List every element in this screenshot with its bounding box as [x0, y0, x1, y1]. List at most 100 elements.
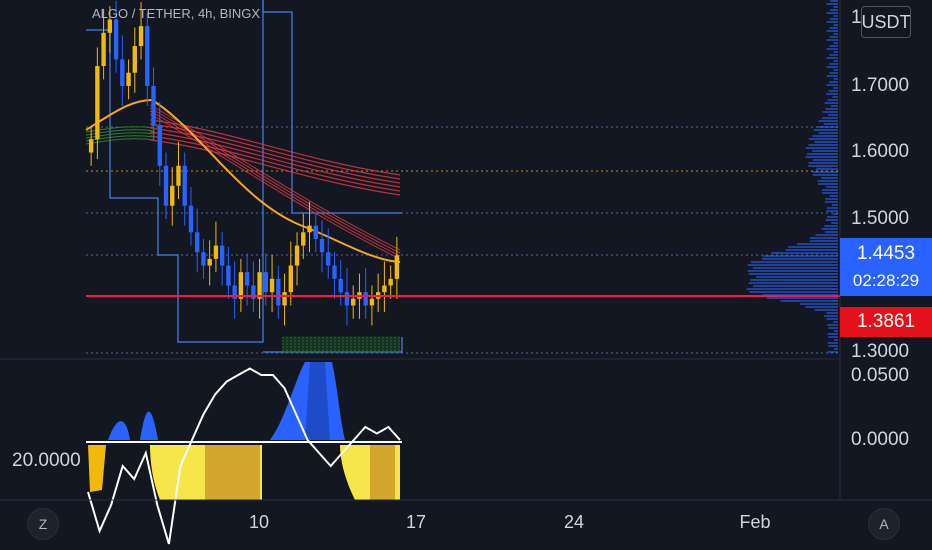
volume-profile-bar — [825, 231, 838, 233]
ribbon-line-green — [85, 132, 156, 139]
volume-profile-bar — [830, 105, 838, 107]
volume-profile-bar — [829, 195, 838, 197]
last-price-tag: 1.4453 02:28:29 — [840, 238, 932, 296]
candle-body — [145, 26, 150, 86]
volume-profile-bar — [832, 213, 838, 215]
volume-profile-bar — [830, 0, 838, 2]
volume-profile-bar — [829, 36, 838, 38]
volume-profile-bar — [808, 162, 838, 164]
volume-profile-bar — [814, 309, 838, 311]
volume-profile-bar — [752, 267, 838, 269]
volume-profile-bar — [833, 69, 838, 71]
volume-profile-bar — [828, 114, 838, 116]
time-tick-1: 10 — [248, 512, 270, 532]
candle-body — [95, 66, 100, 140]
volume-profile-bar — [833, 60, 838, 62]
ribbon-line — [149, 110, 401, 257]
volume-profile-bar — [821, 177, 838, 179]
ribbon-line — [149, 127, 401, 184]
price-tick-3: 1.5000 — [851, 208, 910, 229]
volume-profile-bar — [766, 297, 838, 299]
line-price: 1.3861 — [856, 311, 916, 332]
volume-profile-bar — [746, 288, 838, 290]
volume-profile-bar — [827, 99, 838, 101]
volume-profile-bar — [812, 174, 838, 176]
candle-body — [101, 32, 106, 67]
candle-body — [132, 46, 137, 73]
volume-profile-bar — [771, 252, 838, 254]
candle-body — [363, 292, 368, 306]
volume-profile-bar — [750, 261, 838, 263]
volume-profile-bar — [826, 318, 838, 320]
volume-profile-bar — [747, 264, 838, 266]
volume-profile-bar — [824, 201, 838, 203]
auto-scale-button[interactable]: A — [868, 508, 900, 540]
candle-body — [213, 245, 219, 259]
candle-body — [107, 19, 113, 33]
volume-profile-bar — [825, 186, 838, 188]
price-tick-1: 1.7000 — [851, 75, 910, 96]
price-tick-2: 1.6000 — [851, 141, 910, 162]
candle-body — [338, 278, 343, 293]
volume-profile-bar — [799, 303, 838, 305]
volume-profile-bar — [829, 54, 838, 56]
range-boxes — [86, 0, 403, 354]
candle-body — [301, 232, 306, 246]
currency-button[interactable]: USDT — [861, 6, 911, 38]
candle-body — [201, 252, 206, 266]
candle-body — [138, 26, 144, 47]
volume-profile-bar — [833, 33, 838, 35]
volume-profile-bar — [826, 30, 838, 32]
osc-area-dark — [370, 445, 395, 500]
osc-left-level: 20.0000 — [12, 450, 81, 471]
volume-profile-bar — [818, 120, 838, 122]
time-tick-3: 24 — [563, 512, 585, 532]
candle-body — [269, 278, 275, 293]
volume-profile-bar — [824, 225, 838, 227]
box-outline — [86, 0, 264, 343]
volume-profile-bar — [832, 96, 838, 98]
ribbon-line — [149, 107, 401, 254]
volume-profile-bar — [828, 345, 838, 347]
candle-body — [120, 59, 125, 86]
osc-white-line — [87, 367, 401, 545]
volume-profile-bar — [826, 75, 838, 77]
volume-profile-bar — [753, 285, 838, 287]
volume-profile-bar — [826, 3, 838, 5]
volume-profile-bar — [833, 321, 838, 323]
candle-body — [263, 272, 269, 293]
volume-profile-bar — [833, 15, 838, 17]
volume-profile-bar — [812, 150, 838, 152]
candle-body — [369, 298, 375, 306]
volume-profile-bar — [812, 135, 838, 137]
candle-body — [170, 185, 175, 206]
volume-profile-bar — [826, 210, 838, 212]
volume-profile-bar — [827, 324, 838, 326]
volume-profile-bar — [817, 183, 838, 185]
volume-profile-bar — [816, 168, 838, 170]
volume-profile-bar — [762, 255, 838, 257]
volume-profile-bar — [809, 237, 838, 239]
line-price-tag: 1.3861 — [840, 307, 932, 337]
candle-body — [207, 258, 212, 266]
volume-profile-bar — [817, 180, 838, 182]
last-price: 1.4453 — [856, 243, 916, 264]
volume-profile-bar — [829, 63, 838, 65]
bar-countdown: 02:28:29 — [852, 271, 920, 290]
candle-body — [219, 245, 225, 266]
candle-body — [182, 165, 187, 206]
volume-profile-bar — [828, 327, 838, 329]
symbol-legend[interactable]: ALGO / TETHER, 4h, BINGX — [92, 6, 261, 21]
volume-profile-bar — [826, 66, 838, 68]
osc-area-dark — [205, 445, 260, 500]
volume-profile-bar — [824, 102, 838, 104]
volume-profile-bar — [805, 306, 838, 308]
candle-body — [176, 165, 181, 186]
left-scale-button[interactable]: Z — [27, 508, 59, 540]
candle-body — [113, 19, 119, 60]
candle-body — [151, 86, 156, 126]
volume-profile-bar — [813, 129, 838, 131]
left-scale-label: Z — [38, 516, 48, 532]
volume-profile-bar — [821, 228, 838, 230]
